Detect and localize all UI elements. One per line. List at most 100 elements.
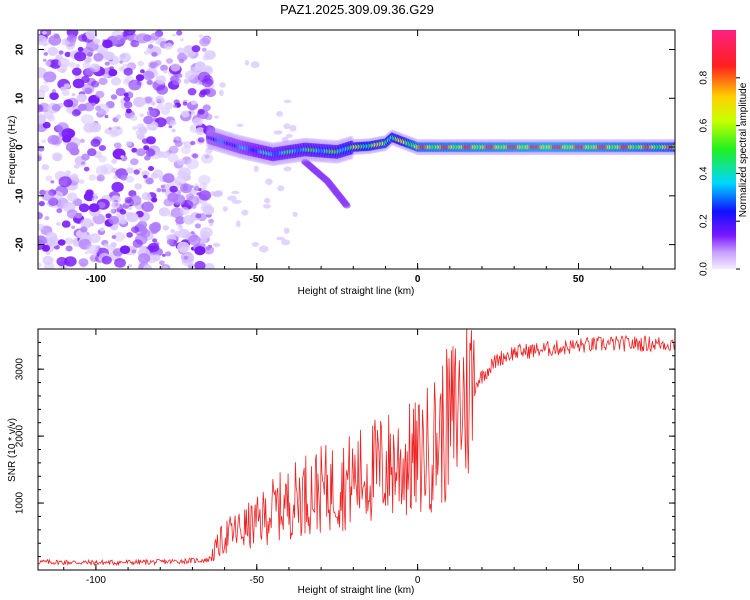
noise-blob (126, 175, 135, 183)
noise-blob (125, 140, 132, 147)
noise-blob (199, 37, 211, 47)
noise-blob (97, 201, 106, 209)
noise-blob (188, 234, 201, 246)
noise-blob (109, 66, 114, 71)
x-tick-label: -100 (86, 575, 106, 586)
noise-blob (202, 104, 211, 112)
noise-blob (83, 102, 95, 112)
noise-blob (80, 226, 88, 233)
noise-blob (235, 220, 241, 228)
noise-blob (143, 174, 148, 179)
noise-blob (190, 231, 195, 235)
noise-blob (77, 46, 84, 52)
noise-blob (210, 191, 218, 196)
noise-blob (56, 222, 61, 226)
noise-blob (138, 253, 151, 264)
y-tick-label: -20 (15, 237, 26, 252)
noise-blob (111, 235, 117, 239)
noise-blob (120, 174, 128, 181)
noise-blob (42, 31, 47, 35)
noise-blob (65, 245, 73, 252)
noise-blob (181, 110, 190, 118)
noise-blob (39, 84, 49, 93)
noise-blob (166, 234, 171, 239)
noise-blob (168, 153, 179, 163)
noise-blob (50, 180, 55, 184)
noise-blob (285, 133, 293, 138)
noise-blob (150, 32, 160, 41)
noise-blob (38, 201, 45, 207)
colorbar-tick-label: 0.4 (699, 166, 710, 180)
noise-blob (177, 47, 185, 54)
noise-blob (173, 99, 180, 105)
noise-blob (99, 227, 105, 232)
x-tick-label: 50 (573, 274, 585, 285)
colorbar-tick-label: 0.0 (699, 262, 710, 276)
snr-x-axis-label: Height of straight line (km) (298, 585, 415, 596)
noise-blob (162, 225, 169, 231)
noise-blob (200, 202, 213, 213)
noise-blob (91, 80, 100, 88)
noise-blob (66, 34, 77, 43)
noise-blob (85, 30, 98, 40)
branch-cell (342, 202, 351, 209)
noise-blob (289, 124, 297, 132)
noise-blob (187, 88, 197, 96)
noise-blob (66, 192, 78, 202)
noise-blob (38, 155, 42, 162)
y-tick-label: 1000 (15, 491, 26, 514)
noise-blob (44, 216, 50, 221)
noise-blob (88, 174, 97, 181)
noise-blob (169, 185, 178, 193)
noise-blob (283, 123, 291, 130)
noise-blob (174, 140, 183, 147)
noise-blob (203, 263, 215, 269)
x-tick-label: -50 (250, 575, 265, 586)
noise-blob (130, 115, 138, 121)
noise-blob (38, 104, 44, 113)
noise-blob (145, 148, 156, 157)
noise-blob (110, 77, 122, 86)
noise-blob (119, 52, 131, 63)
noise-blob (94, 105, 102, 111)
noise-blob (38, 115, 46, 125)
noise-blob (276, 236, 285, 241)
noise-blob (133, 169, 140, 175)
noise-blob (92, 193, 98, 197)
noise-blob (71, 93, 76, 97)
noise-blob (227, 195, 237, 201)
noise-blob (120, 100, 125, 104)
noise-blob (43, 71, 57, 83)
noise-blob (265, 178, 273, 185)
noise-blob (135, 74, 145, 82)
noise-blob (126, 212, 133, 218)
noise-blob (200, 153, 214, 164)
noise-blob (88, 233, 101, 244)
noise-blob (118, 67, 125, 72)
noise-blob (162, 173, 175, 184)
noise-blob (102, 39, 113, 49)
noise-blob (165, 251, 172, 257)
noise-blob (222, 206, 228, 212)
snr-frame (37, 328, 676, 571)
noise-blob (38, 142, 41, 147)
noise-blob (101, 255, 112, 265)
snr-panel: -100 -50 0 50 1000 2000 3000 Height of straigh… (7, 328, 676, 596)
noise-blob (43, 262, 55, 269)
noise-blob (143, 50, 150, 55)
noise-blob (143, 34, 152, 42)
noise-blob (198, 34, 203, 38)
noise-blob (123, 30, 136, 36)
noise-blob (45, 175, 53, 182)
noise-blob (151, 51, 158, 57)
noise-blob (68, 61, 76, 68)
noise-blob (244, 59, 250, 66)
noise-blob (115, 87, 126, 97)
noise-blob (209, 222, 214, 227)
noise-blob (84, 251, 89, 255)
noise-blob (148, 242, 160, 253)
noise-blob (183, 78, 190, 84)
noise-blob (56, 208, 63, 214)
noise-blob (64, 51, 72, 58)
